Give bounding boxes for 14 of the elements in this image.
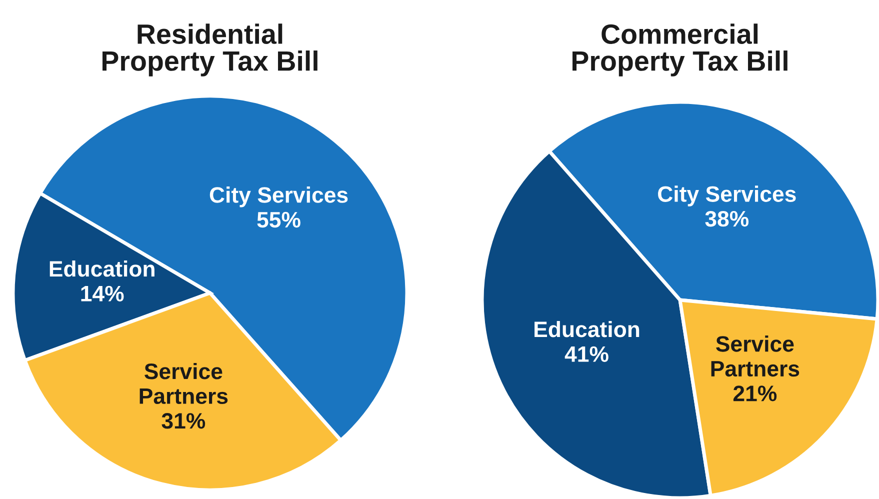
data-label: 21%	[733, 386, 777, 402]
data-label: 38%	[705, 210, 749, 227]
data-label: 31%	[162, 413, 206, 429]
data-label: 55%	[257, 212, 300, 228]
slice-label: Service Partners	[711, 336, 800, 377]
chart-title: Commercial Property Tax Bill	[572, 24, 788, 76]
slice-label: City Services	[658, 186, 796, 206]
chart-title: Residential Property Tax Bill	[102, 24, 318, 76]
data-label: 41%	[564, 346, 608, 362]
slice-label: City Services	[210, 186, 348, 208]
slice-label: Service Partners	[140, 362, 228, 404]
slice-label: Education	[50, 260, 154, 277]
data-label: 14%	[81, 286, 124, 302]
slice-label: Education	[534, 320, 640, 338]
